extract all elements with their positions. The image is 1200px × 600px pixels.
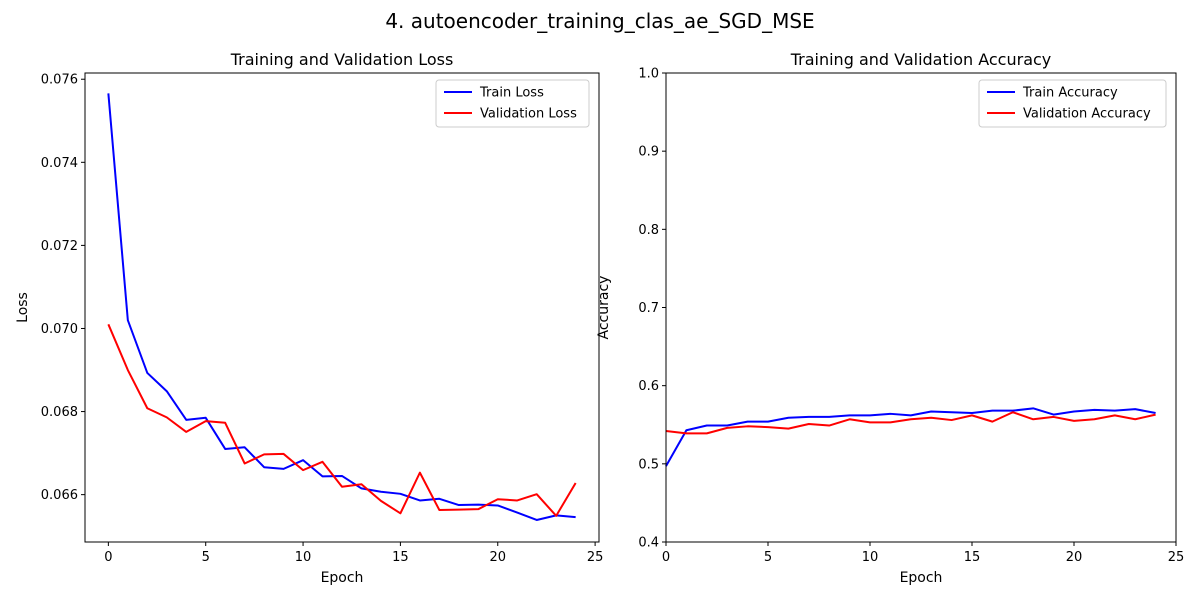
y-tick-label: 0.074 — [41, 156, 78, 171]
x-axis-label: Epoch — [900, 570, 943, 586]
y-tick-label: 0.076 — [41, 73, 78, 88]
x-tick-label: 20 — [1066, 550, 1083, 565]
figure-title: 4. autoencoder_training_clas_ae_SGD_MSE — [385, 9, 814, 33]
y-tick-label: 0.6 — [638, 379, 659, 394]
x-tick-label: 10 — [862, 550, 879, 565]
chart-title: Training and Validation Accuracy — [790, 50, 1052, 69]
legend: Train Accuracy Validation Accuracy — [978, 79, 1167, 128]
y-tick-label: 0.4 — [638, 536, 659, 551]
y-tick-label: 0.9 — [638, 145, 659, 160]
legend-box — [978, 79, 1167, 128]
legend-label: Train Loss — [479, 86, 544, 101]
plot-frame — [665, 72, 1177, 543]
x-tick-label: 20 — [489, 550, 506, 565]
series-line-validation-loss — [107, 323, 577, 517]
x-tick-label: 0 — [104, 550, 112, 565]
legend-label: Train Accuracy — [1022, 86, 1118, 101]
legend: Train Loss Validation Loss — [435, 79, 590, 128]
y-tick-label: 0.068 — [41, 405, 78, 420]
x-tick-label: 10 — [295, 550, 312, 565]
y-tick-label: 0.070 — [41, 322, 78, 337]
legend-box — [435, 79, 590, 128]
y-tick-label: 0.7 — [638, 301, 659, 316]
y-tick-label: 1.0 — [638, 67, 659, 82]
legend-label: Validation Accuracy — [1023, 107, 1151, 122]
x-tick-label: 25 — [1168, 550, 1185, 565]
x-tick-label: 15 — [392, 550, 409, 565]
legend-label: Validation Loss — [480, 107, 577, 122]
x-tick-label: 0 — [662, 550, 670, 565]
plot-frame — [84, 72, 600, 543]
loss-panel: 0 5 10 15 20 25 0.066 0.068 0.070 0.072 0.074 0.076… — [15, 50, 603, 586]
x-tick-label: 15 — [964, 550, 981, 565]
y-tick-label: 0.072 — [41, 239, 78, 254]
series-line-train-loss — [107, 93, 576, 521]
x-tick-label: 25 — [587, 550, 604, 565]
y-tick-label: 0.8 — [638, 223, 659, 238]
accuracy-panel: 0 5 10 15 20 25 0.4 0.5 0.6 0.7 0.8 0.9 1.0 Training … — [596, 50, 1184, 586]
y-axis-label: Accuracy — [596, 276, 612, 340]
x-tick-label: 5 — [764, 550, 772, 565]
x-axis-label: Epoch — [321, 570, 364, 586]
x-tick-label: 5 — [202, 550, 210, 565]
y-tick-label: 0.5 — [638, 457, 659, 472]
chart-title: Training and Validation Loss — [230, 50, 454, 69]
y-tick-label: 0.066 — [41, 488, 78, 503]
y-axis-label: Loss — [15, 292, 31, 323]
series-line-validation-accuracy — [665, 411, 1156, 435]
series-line-train-accuracy — [665, 407, 1156, 467]
